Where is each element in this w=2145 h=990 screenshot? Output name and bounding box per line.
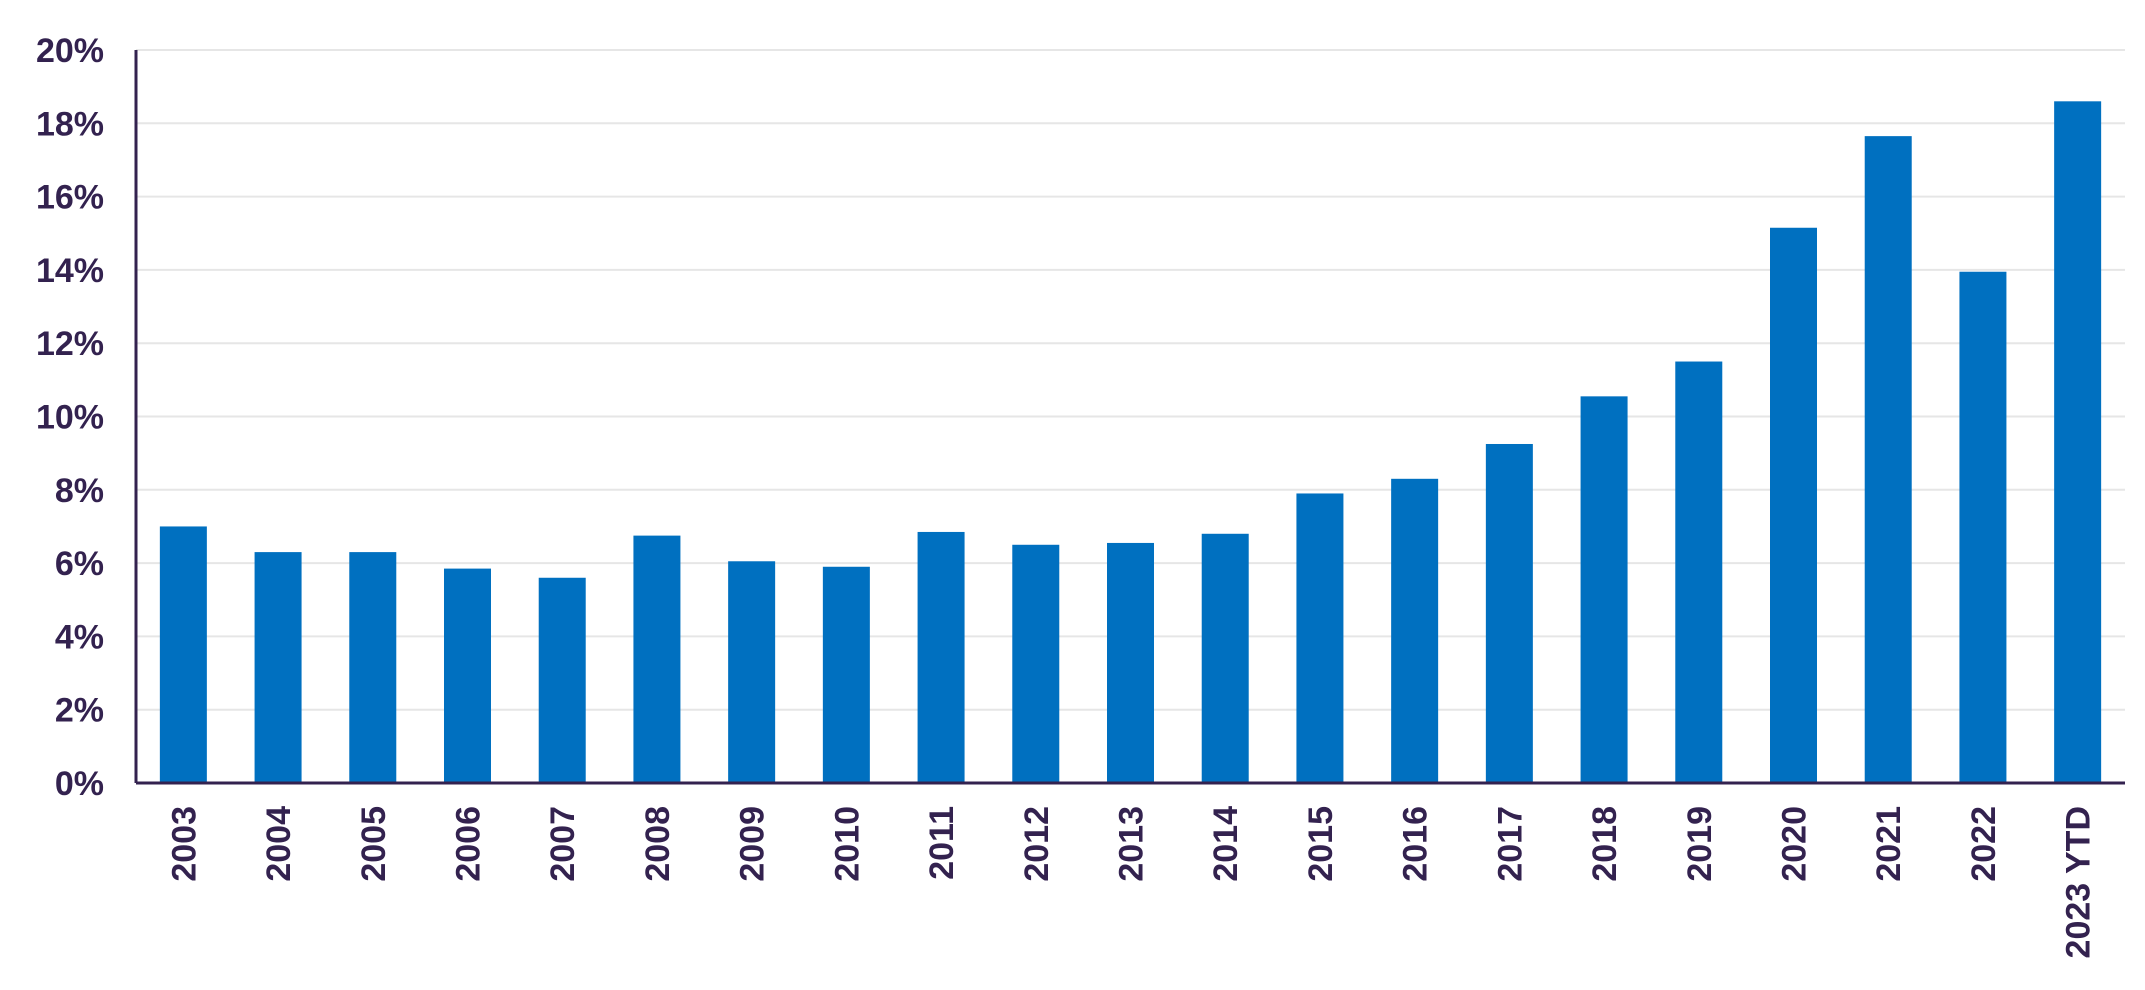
- x-tick-label: 2015: [1302, 806, 1340, 882]
- x-tick-label: 2014: [1207, 806, 1245, 882]
- x-tick-label: 2013: [1113, 806, 1151, 882]
- x-tick-label: 2023 YTD: [2060, 806, 2098, 958]
- x-tick-label: 2008: [639, 806, 677, 882]
- x-tick-label: 2012: [1018, 806, 1056, 882]
- bar: [728, 561, 776, 783]
- axes: [134, 50, 2125, 785]
- bar: [917, 531, 965, 783]
- y-tick-label: 16%: [36, 179, 104, 217]
- y-tick-label: 6%: [55, 545, 104, 583]
- bar: [2054, 101, 2102, 783]
- bar: [1580, 396, 1628, 783]
- x-tick-label: 2019: [1681, 806, 1719, 882]
- bar: [1959, 271, 2007, 783]
- x-tick-label: 2004: [260, 806, 298, 882]
- x-tick-label: 2006: [450, 806, 488, 882]
- bars: [159, 101, 2102, 783]
- x-axis-tick-labels: 2003 2004 2005 2006 2007 2008 2009 2010 2011 2012…: [165, 806, 2097, 959]
- bar: [349, 552, 397, 783]
- bar: [1675, 361, 1723, 783]
- bar: [1012, 544, 1060, 783]
- x-tick-label: 2016: [1397, 806, 1435, 882]
- x-tick-label: 2011: [923, 806, 961, 880]
- x-tick-label: 2020: [1776, 806, 1814, 882]
- x-tick-label: 2018: [1586, 806, 1624, 882]
- y-tick-label: 18%: [36, 105, 104, 143]
- bar: [1391, 478, 1439, 783]
- bar: [1107, 542, 1154, 783]
- x-tick-label: 2010: [828, 806, 866, 882]
- bar: [1296, 493, 1344, 783]
- y-tick-label: 12%: [36, 325, 104, 363]
- x-tick-label: 2009: [734, 806, 772, 882]
- x-tick-label: 2005: [355, 806, 393, 882]
- y-tick-label: 4%: [55, 618, 104, 656]
- bar: [1201, 533, 1249, 783]
- y-tick-label: 10%: [36, 399, 104, 437]
- x-tick-label: 2017: [1491, 806, 1529, 882]
- x-tick-label: 2021: [1870, 806, 1908, 882]
- bar: [444, 568, 491, 783]
- bar: [1485, 443, 1533, 783]
- bar: [633, 535, 681, 783]
- bar: [1770, 227, 1817, 783]
- x-tick-label: 2003: [165, 806, 203, 882]
- y-tick-label: 2%: [55, 692, 104, 730]
- y-tick-label: 14%: [36, 252, 104, 290]
- bar: [159, 526, 207, 783]
- y-axis-tick-labels: 0% 2% 4% 6% 8% 10% 12% 14% 16% 18% 20%: [36, 32, 104, 803]
- bar: [254, 552, 302, 783]
- y-tick-label: 8%: [55, 472, 104, 510]
- bar: [538, 577, 586, 783]
- y-tick-label: 0%: [55, 765, 104, 803]
- bar: [1864, 136, 1912, 783]
- y-tick-label: 20%: [36, 32, 104, 70]
- x-tick-label: 2007: [544, 806, 582, 882]
- bar: [822, 566, 870, 783]
- x-tick-label: 2022: [1965, 806, 2003, 882]
